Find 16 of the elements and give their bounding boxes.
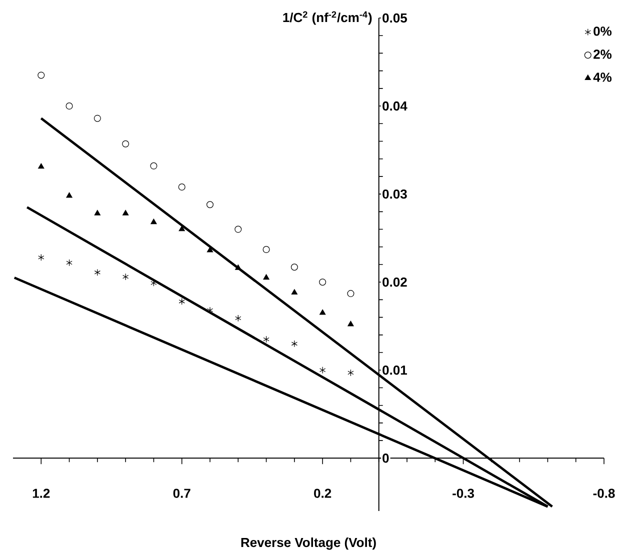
legend-label: 2% bbox=[594, 50, 612, 59]
y-axis-title: 1/C$^{2}$ (nf$^{-2}$/cm$^{-4}$) bbox=[283, 11, 372, 25]
x-tick-label: -0.8 bbox=[593, 488, 615, 498]
x-tick-label: 1.2 bbox=[32, 488, 50, 498]
y-tick-label: 0.03 bbox=[382, 189, 407, 199]
x-axis-title: Reverse Voltage (Volt) bbox=[241, 538, 376, 550]
x-tick-label: 0.7 bbox=[173, 488, 190, 498]
y-tick-label: 0.04 bbox=[382, 101, 408, 111]
y-tick-label: 0 bbox=[382, 454, 389, 463]
y-tick-label: 0.02 bbox=[382, 277, 407, 287]
y-tick-label: 0.01 bbox=[382, 366, 407, 375]
x-tick-label: 0.2 bbox=[314, 488, 332, 498]
x-tick-label: -0.3 bbox=[452, 488, 474, 498]
legend-label: 0% bbox=[594, 26, 612, 36]
y-tick-label: 0.05 bbox=[382, 13, 407, 23]
legend-label: 4% bbox=[593, 72, 612, 82]
